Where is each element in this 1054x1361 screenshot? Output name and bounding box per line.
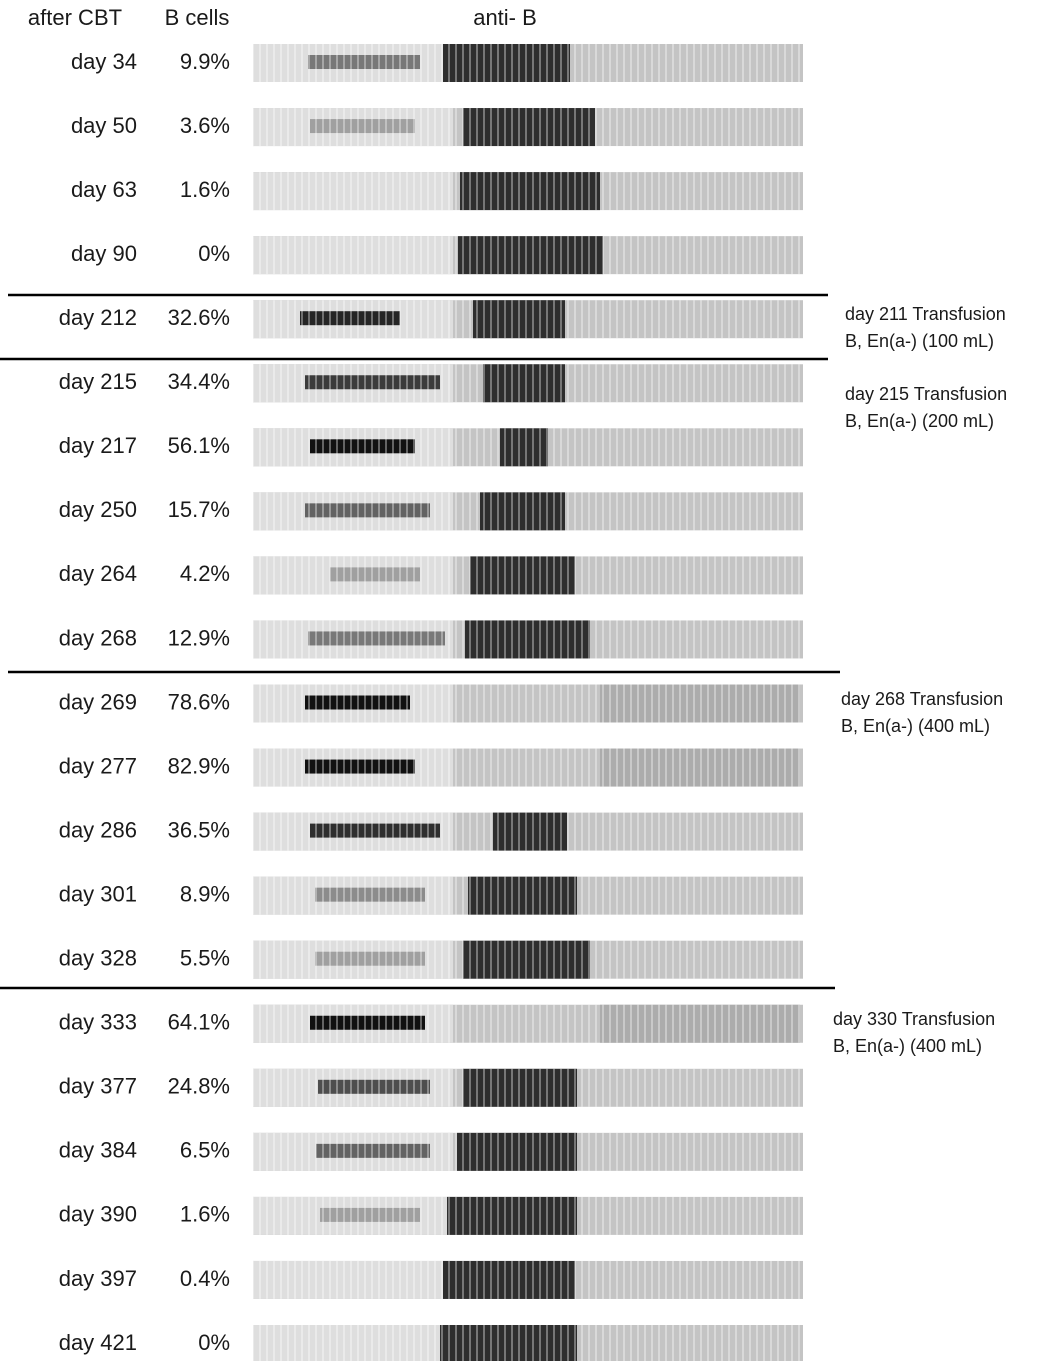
b-cells-value: 36.5% — [168, 817, 230, 842]
b-cells-value: 24.8% — [168, 1074, 230, 1099]
b-cells-value: 3.6% — [180, 113, 230, 138]
b-cells-value: 56.1% — [168, 433, 230, 458]
strip-stripes — [253, 685, 803, 723]
strip-stripes — [253, 300, 803, 338]
b-cells-value: 0.4% — [180, 1266, 230, 1291]
b-cells-value: 1.6% — [180, 177, 230, 202]
strip-stripes — [253, 1325, 803, 1361]
note-line: B, En(a-) (200 mL) — [845, 411, 994, 431]
b-cells-value: 78.6% — [168, 689, 230, 714]
note-line: day 330 Transfusion — [833, 1009, 995, 1029]
b-cells-value: 1.6% — [180, 1202, 230, 1227]
figure: after CBT B cells anti- B day 34 9.9% day … — [0, 0, 1054, 1361]
day-label: day 390 — [59, 1202, 137, 1227]
header-anti-b: anti- B — [473, 5, 537, 30]
strip-stripes — [253, 172, 803, 210]
b-cells-value: 34.4% — [168, 369, 230, 394]
b-cells-value: 4.2% — [180, 561, 230, 586]
day-label: day 212 — [59, 305, 137, 330]
b-cells-value: 0% — [198, 241, 230, 266]
day-label: day 269 — [59, 689, 137, 714]
strip-stripes — [253, 44, 803, 82]
b-cells-value: 6.5% — [180, 1138, 230, 1163]
day-label: day 421 — [59, 1330, 137, 1355]
day-label: day 384 — [59, 1138, 137, 1163]
note-line: B, En(a-) (400 mL) — [833, 1036, 982, 1056]
day-label: day 250 — [59, 497, 137, 522]
header-b-cells: B cells — [165, 5, 230, 30]
b-cells-value: 8.9% — [180, 881, 230, 906]
strip-stripes — [253, 556, 803, 594]
b-cells-value: 0% — [198, 1330, 230, 1355]
day-label: day 63 — [71, 177, 137, 202]
b-cells-value: 82.9% — [168, 753, 230, 778]
note-line: B, En(a-) (400 mL) — [841, 716, 990, 736]
b-cells-value: 32.6% — [168, 305, 230, 330]
strip-stripes — [253, 1069, 803, 1107]
day-label: day 328 — [59, 946, 137, 971]
day-label: day 277 — [59, 753, 137, 778]
day-label: day 301 — [59, 881, 137, 906]
b-cells-value: 64.1% — [168, 1010, 230, 1035]
note-line: day 211 Transfusion — [845, 304, 1006, 324]
strip-stripes — [253, 364, 803, 402]
day-label: day 264 — [59, 561, 137, 586]
note-line: B, En(a-) (100 mL) — [845, 331, 994, 351]
strip-stripes — [253, 108, 803, 146]
strip-stripes — [253, 813, 803, 851]
b-cells-value: 15.7% — [168, 497, 230, 522]
strip-stripes — [253, 492, 803, 530]
day-label: day 377 — [59, 1074, 137, 1099]
b-cells-value: 9.9% — [180, 49, 230, 74]
strip-stripes — [253, 1005, 803, 1043]
b-cells-value: 5.5% — [180, 946, 230, 971]
day-label: day 397 — [59, 1266, 137, 1291]
day-label: day 217 — [59, 433, 137, 458]
strip-stripes — [253, 620, 803, 658]
note-line: day 215 Transfusion — [845, 384, 1007, 404]
strip-stripes — [253, 941, 803, 979]
day-label: day 50 — [71, 113, 137, 138]
strip-stripes — [253, 428, 803, 466]
header-after-cbt: after CBT — [28, 5, 122, 30]
strip-stripes — [253, 236, 803, 274]
note-line: day 268 Transfusion — [841, 689, 1003, 709]
day-label: day 90 — [71, 241, 137, 266]
strip-stripes — [253, 1133, 803, 1171]
day-label: day 333 — [59, 1010, 137, 1035]
strip-stripes — [253, 1197, 803, 1235]
b-cells-value: 12.9% — [168, 625, 230, 650]
strip-stripes — [253, 749, 803, 787]
day-label: day 286 — [59, 817, 137, 842]
day-label: day 215 — [59, 369, 137, 394]
strip-stripes — [253, 877, 803, 915]
strip-stripes — [253, 1261, 803, 1299]
day-label: day 34 — [71, 49, 137, 74]
day-label: day 268 — [59, 625, 137, 650]
